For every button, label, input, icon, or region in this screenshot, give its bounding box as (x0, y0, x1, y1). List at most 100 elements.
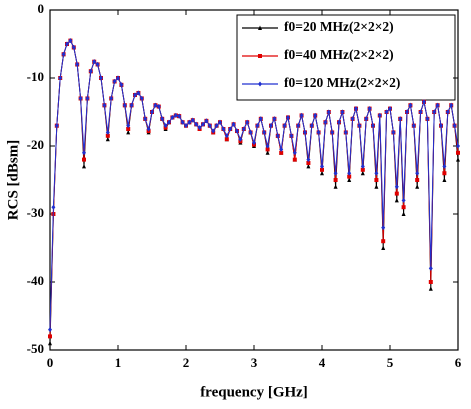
x-tick-label: 2 (183, 355, 190, 370)
marker (289, 133, 294, 139)
marker (136, 90, 141, 96)
marker (347, 177, 352, 182)
marker (184, 123, 188, 129)
marker (173, 112, 178, 118)
marker (82, 163, 86, 169)
marker (48, 340, 52, 346)
marker (78, 95, 83, 101)
marker (235, 128, 239, 134)
marker (95, 61, 100, 67)
marker (265, 150, 270, 155)
x-tick-label: 6 (455, 355, 462, 370)
x-tick-label: 0 (47, 355, 54, 370)
marker (177, 113, 182, 119)
marker (258, 81, 262, 87)
marker (374, 178, 379, 182)
x-tick-label: 4 (319, 355, 326, 370)
marker (449, 102, 454, 108)
marker (292, 157, 297, 162)
marker (167, 119, 171, 125)
marker (303, 129, 307, 135)
marker (71, 44, 76, 50)
y-axis-label: RCS [dBsm] (5, 140, 21, 220)
marker (133, 92, 137, 98)
marker (347, 170, 352, 176)
marker (360, 163, 365, 169)
marker (204, 118, 209, 124)
marker (238, 136, 243, 142)
marker (143, 116, 148, 122)
marker (65, 41, 69, 47)
marker (105, 136, 110, 142)
marker (248, 129, 253, 135)
marker (401, 205, 406, 210)
marker (333, 184, 338, 189)
marker (54, 123, 59, 129)
y-tick-label: -40 (27, 273, 44, 288)
marker (374, 184, 379, 189)
marker (197, 125, 202, 131)
marker (374, 170, 379, 176)
marker (432, 109, 437, 115)
marker (401, 211, 406, 216)
marker (82, 157, 86, 162)
marker (354, 106, 358, 112)
marker (442, 177, 447, 182)
marker (105, 133, 110, 138)
marker (112, 78, 117, 84)
marker (398, 116, 403, 122)
marker (88, 68, 93, 74)
marker (435, 102, 440, 108)
marker (296, 123, 301, 129)
marker (116, 75, 120, 81)
marker (122, 102, 127, 108)
x-axis-label: frequency [GHz] (200, 384, 308, 400)
marker (279, 146, 284, 152)
marker (102, 102, 107, 108)
marker (333, 170, 338, 176)
marker (425, 116, 430, 122)
marker (85, 95, 90, 101)
marker (320, 170, 324, 176)
marker (415, 170, 420, 176)
marker (326, 109, 331, 115)
marker (153, 102, 158, 108)
marker (255, 123, 260, 129)
marker (105, 129, 110, 135)
y-tick-label: -20 (27, 137, 44, 152)
marker (146, 126, 151, 132)
marker (180, 119, 185, 125)
x-tick-label: 3 (251, 355, 258, 370)
marker (126, 129, 131, 135)
legend-label: f0=20 MHz(2×2×2) (284, 19, 394, 34)
marker (313, 112, 318, 118)
marker (299, 112, 304, 118)
marker (367, 106, 372, 112)
marker (333, 178, 338, 182)
marker (364, 116, 369, 122)
marker (139, 95, 144, 101)
x-tick-label: 5 (387, 355, 394, 370)
marker (99, 75, 103, 81)
marker (82, 150, 86, 156)
marker (207, 123, 212, 129)
marker (282, 123, 287, 129)
marker (394, 184, 399, 190)
marker (258, 116, 263, 122)
marker (275, 133, 280, 139)
marker (61, 51, 66, 57)
marker (163, 123, 168, 129)
marker (340, 109, 345, 115)
marker (381, 245, 386, 250)
marker (330, 129, 335, 135)
marker (214, 123, 219, 129)
marker (218, 119, 222, 125)
marker (221, 126, 226, 132)
legend-label: f0=120 MHz(2×2×2) (284, 75, 400, 90)
marker (92, 59, 97, 65)
marker (269, 123, 273, 129)
marker (228, 126, 233, 132)
marker (156, 104, 161, 110)
y-tick-label: -10 (27, 69, 44, 84)
marker (316, 129, 321, 135)
